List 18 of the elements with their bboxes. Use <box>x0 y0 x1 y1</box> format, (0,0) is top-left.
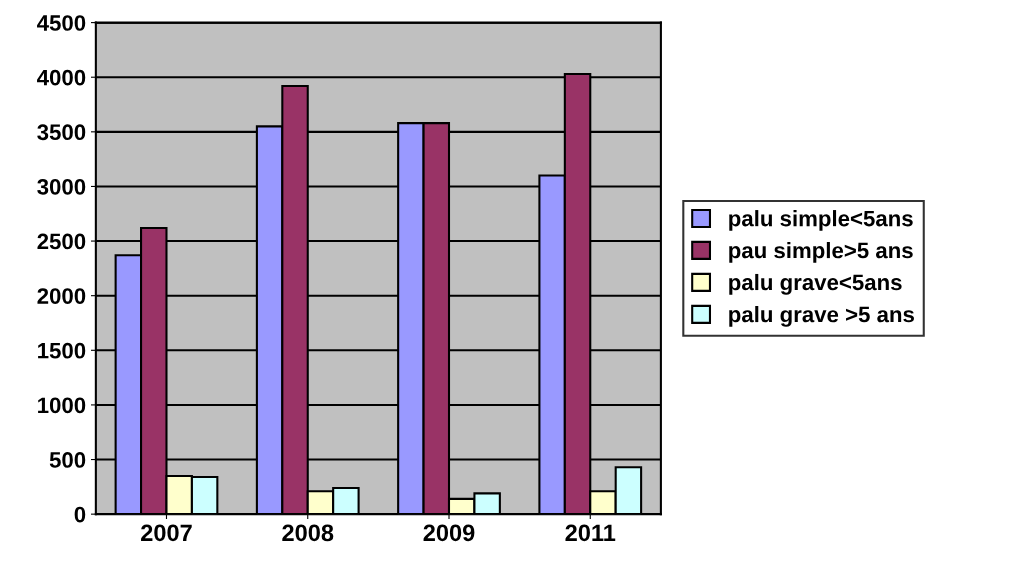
legend-label: palu simple<5ans <box>729 210 913 231</box>
x-tick-label: 2008 <box>282 524 334 542</box>
legend-label: pau simple>5 ans <box>729 242 913 263</box>
x-tick-label: 2007 <box>141 524 192 542</box>
y-tick-label: 500 <box>49 452 86 468</box>
y-tick-label: 3500 <box>37 124 86 141</box>
y-tick-label: 4000 <box>37 69 86 86</box>
y-tick-label: 0 <box>74 506 86 523</box>
y-tick-label: 2000 <box>37 288 86 304</box>
x-tick-label: 2009 <box>423 524 475 542</box>
y-tick-label: 2500 <box>37 233 86 250</box>
legend-label: palu grave<5ans <box>729 273 902 295</box>
legend-label: palu grave >5 ans <box>729 305 914 327</box>
y-tick-label: 1000 <box>38 397 86 414</box>
x-tick-label: 2011 <box>565 524 616 542</box>
y-tick-label: 1500 <box>38 342 86 359</box>
y-tick-label: 4500 <box>37 15 86 31</box>
y-tick-label: 3000 <box>37 178 86 195</box>
